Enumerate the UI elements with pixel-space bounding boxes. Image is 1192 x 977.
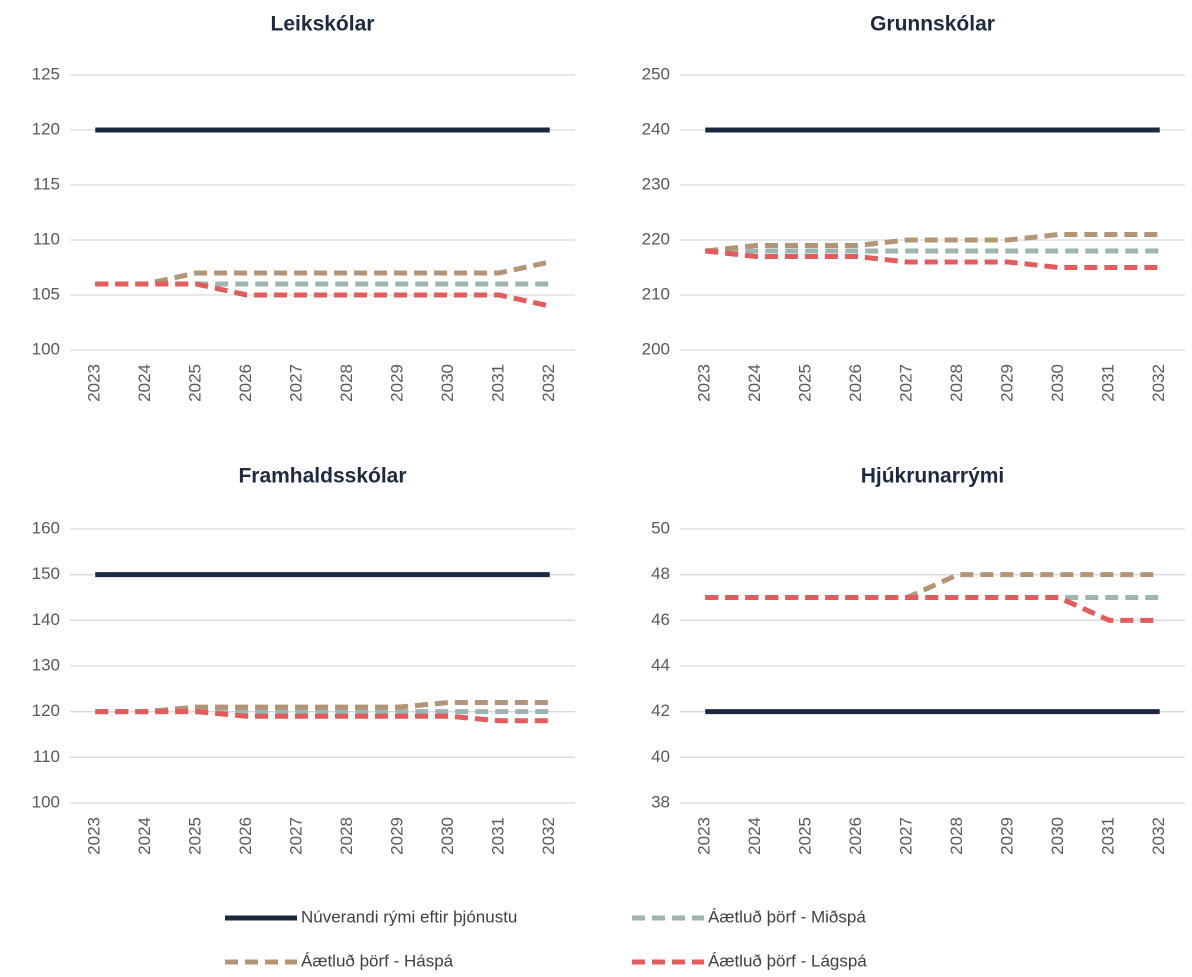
x-tick-label: 2028	[337, 817, 356, 855]
x-tick-label: 2030	[438, 364, 457, 402]
x-tick-label: 2025	[186, 364, 205, 402]
x-tick-label: 2025	[796, 817, 815, 855]
x-tick-label: 2024	[135, 364, 154, 402]
y-tick-label: 40	[651, 747, 670, 766]
series-line	[704, 248, 1160, 270]
series-line	[95, 709, 550, 724]
x-tick-label: 2029	[388, 364, 407, 402]
x-tick-label: 2032	[539, 817, 558, 855]
y-tick-label: 250	[642, 64, 670, 83]
x-tick-label: 2026	[846, 817, 865, 855]
x-tick-label: 2032	[1149, 364, 1168, 402]
legend-label: Áætluð þörf - Miðspá	[708, 907, 866, 926]
series-line	[95, 281, 551, 309]
x-tick-label: 2026	[236, 817, 255, 855]
x-tick-label: 2029	[388, 817, 407, 855]
y-tick-label: 125	[32, 64, 60, 83]
chart-title: Framhaldsskólar	[238, 465, 406, 488]
y-tick-label: 100	[32, 792, 60, 811]
x-tick-label: 2028	[947, 364, 966, 402]
series-line	[704, 232, 1160, 254]
x-tick-label: 2023	[85, 364, 104, 402]
y-tick-label: 50	[651, 518, 670, 537]
y-tick-label: 200	[642, 339, 670, 358]
series-line	[95, 700, 550, 715]
x-tick-label: 2027	[287, 817, 306, 855]
chart-title: Hjúkrunarrými	[861, 465, 1005, 488]
y-tick-label: 210	[642, 284, 670, 303]
legend-label: Áætluð þörf - Lágspá	[708, 951, 867, 970]
series-line	[95, 259, 551, 287]
y-tick-label: 120	[32, 701, 60, 720]
x-tick-label: 2031	[489, 364, 508, 402]
x-tick-label: 2027	[897, 364, 916, 402]
x-tick-label: 2031	[1099, 364, 1118, 402]
y-tick-label: 240	[642, 119, 670, 138]
x-tick-label: 2031	[489, 817, 508, 855]
x-tick-label: 2024	[135, 817, 154, 855]
y-tick-label: 46	[651, 610, 670, 629]
y-tick-label: 105	[32, 284, 60, 303]
panel: Grunnskólar 200 210 220 230 240 250 2023 2024 202…	[642, 13, 1185, 402]
y-tick-label: 130	[32, 655, 60, 674]
x-tick-label: 2025	[186, 817, 205, 855]
y-tick-label: 110	[33, 747, 60, 766]
chart-title: Grunnskólar	[870, 13, 995, 36]
x-tick-label: 2026	[846, 364, 865, 402]
x-tick-label: 2028	[337, 364, 356, 402]
x-tick-label: 2032	[1149, 817, 1168, 855]
x-tick-label: 2030	[1048, 817, 1067, 855]
series-line	[705, 572, 1160, 600]
panel: Hjúkrunarrými 38 40 42 44 46 48 50 2023 2024 2025 2…	[651, 465, 1185, 855]
x-tick-label: 2031	[1099, 817, 1118, 855]
x-tick-label: 2029	[998, 364, 1017, 402]
x-tick-label: 2030	[1048, 364, 1067, 402]
y-tick-label: 100	[32, 339, 60, 358]
y-tick-label: 48	[651, 564, 670, 583]
x-tick-label: 2032	[539, 364, 558, 402]
y-tick-label: 150	[32, 564, 60, 583]
panel: Framhaldsskólar 100 110 120 130 140 150 160 2023…	[32, 465, 575, 855]
x-tick-label: 2023	[695, 817, 714, 855]
series-line	[705, 595, 1160, 623]
y-tick-label: 120	[32, 119, 60, 138]
y-tick-label: 140	[32, 610, 60, 629]
y-tick-label: 220	[642, 229, 670, 248]
x-tick-label: 2025	[796, 364, 815, 402]
x-tick-label: 2027	[287, 364, 306, 402]
x-tick-label: 2023	[695, 364, 714, 402]
y-tick-label: 110	[33, 229, 60, 248]
y-tick-label: 160	[32, 518, 60, 537]
y-tick-label: 42	[651, 701, 670, 720]
legend-label: Núverandi rými eftir þjónustu	[301, 907, 517, 926]
x-tick-label: 2024	[745, 817, 764, 855]
x-tick-label: 2030	[438, 817, 457, 855]
panel: Leikskólar 100 105 110 115 120 125 2023 2024 2025…	[32, 13, 575, 402]
y-tick-label: 38	[651, 792, 670, 811]
x-tick-label: 2028	[947, 817, 966, 855]
x-tick-label: 2024	[745, 364, 764, 402]
chart-title: Leikskólar	[271, 13, 375, 36]
y-tick-label: 44	[651, 655, 670, 674]
y-tick-label: 115	[33, 174, 60, 193]
y-tick-label: 230	[642, 174, 670, 193]
legend-label: Áætluð þörf - Háspá	[301, 951, 454, 970]
x-tick-label: 2023	[85, 817, 104, 855]
x-tick-label: 2027	[897, 817, 916, 855]
x-tick-label: 2026	[236, 364, 255, 402]
x-tick-label: 2029	[998, 817, 1017, 855]
